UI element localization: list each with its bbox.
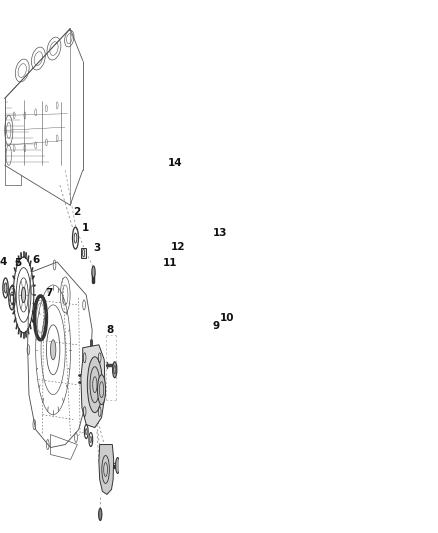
Text: 10: 10 [219, 313, 234, 323]
Text: 1: 1 [82, 223, 89, 233]
Text: 9: 9 [212, 321, 219, 331]
Text: 3: 3 [93, 243, 100, 253]
Text: 8: 8 [106, 325, 113, 335]
Circle shape [116, 457, 120, 473]
Text: 7: 7 [45, 288, 52, 298]
Circle shape [4, 283, 7, 293]
Text: 5: 5 [14, 258, 21, 268]
Text: 14: 14 [168, 158, 182, 168]
Text: 12: 12 [171, 242, 185, 252]
Circle shape [50, 340, 56, 360]
Circle shape [113, 362, 117, 378]
Text: 11: 11 [162, 258, 177, 268]
Circle shape [99, 508, 102, 520]
Polygon shape [81, 248, 86, 258]
Text: 13: 13 [213, 228, 227, 238]
Circle shape [98, 375, 106, 405]
Circle shape [87, 357, 102, 413]
Text: 6: 6 [32, 255, 39, 265]
Circle shape [92, 266, 95, 278]
Text: 4: 4 [0, 257, 7, 267]
Text: 2: 2 [73, 207, 80, 217]
Circle shape [21, 287, 25, 303]
Polygon shape [81, 345, 105, 427]
Polygon shape [99, 445, 114, 495]
